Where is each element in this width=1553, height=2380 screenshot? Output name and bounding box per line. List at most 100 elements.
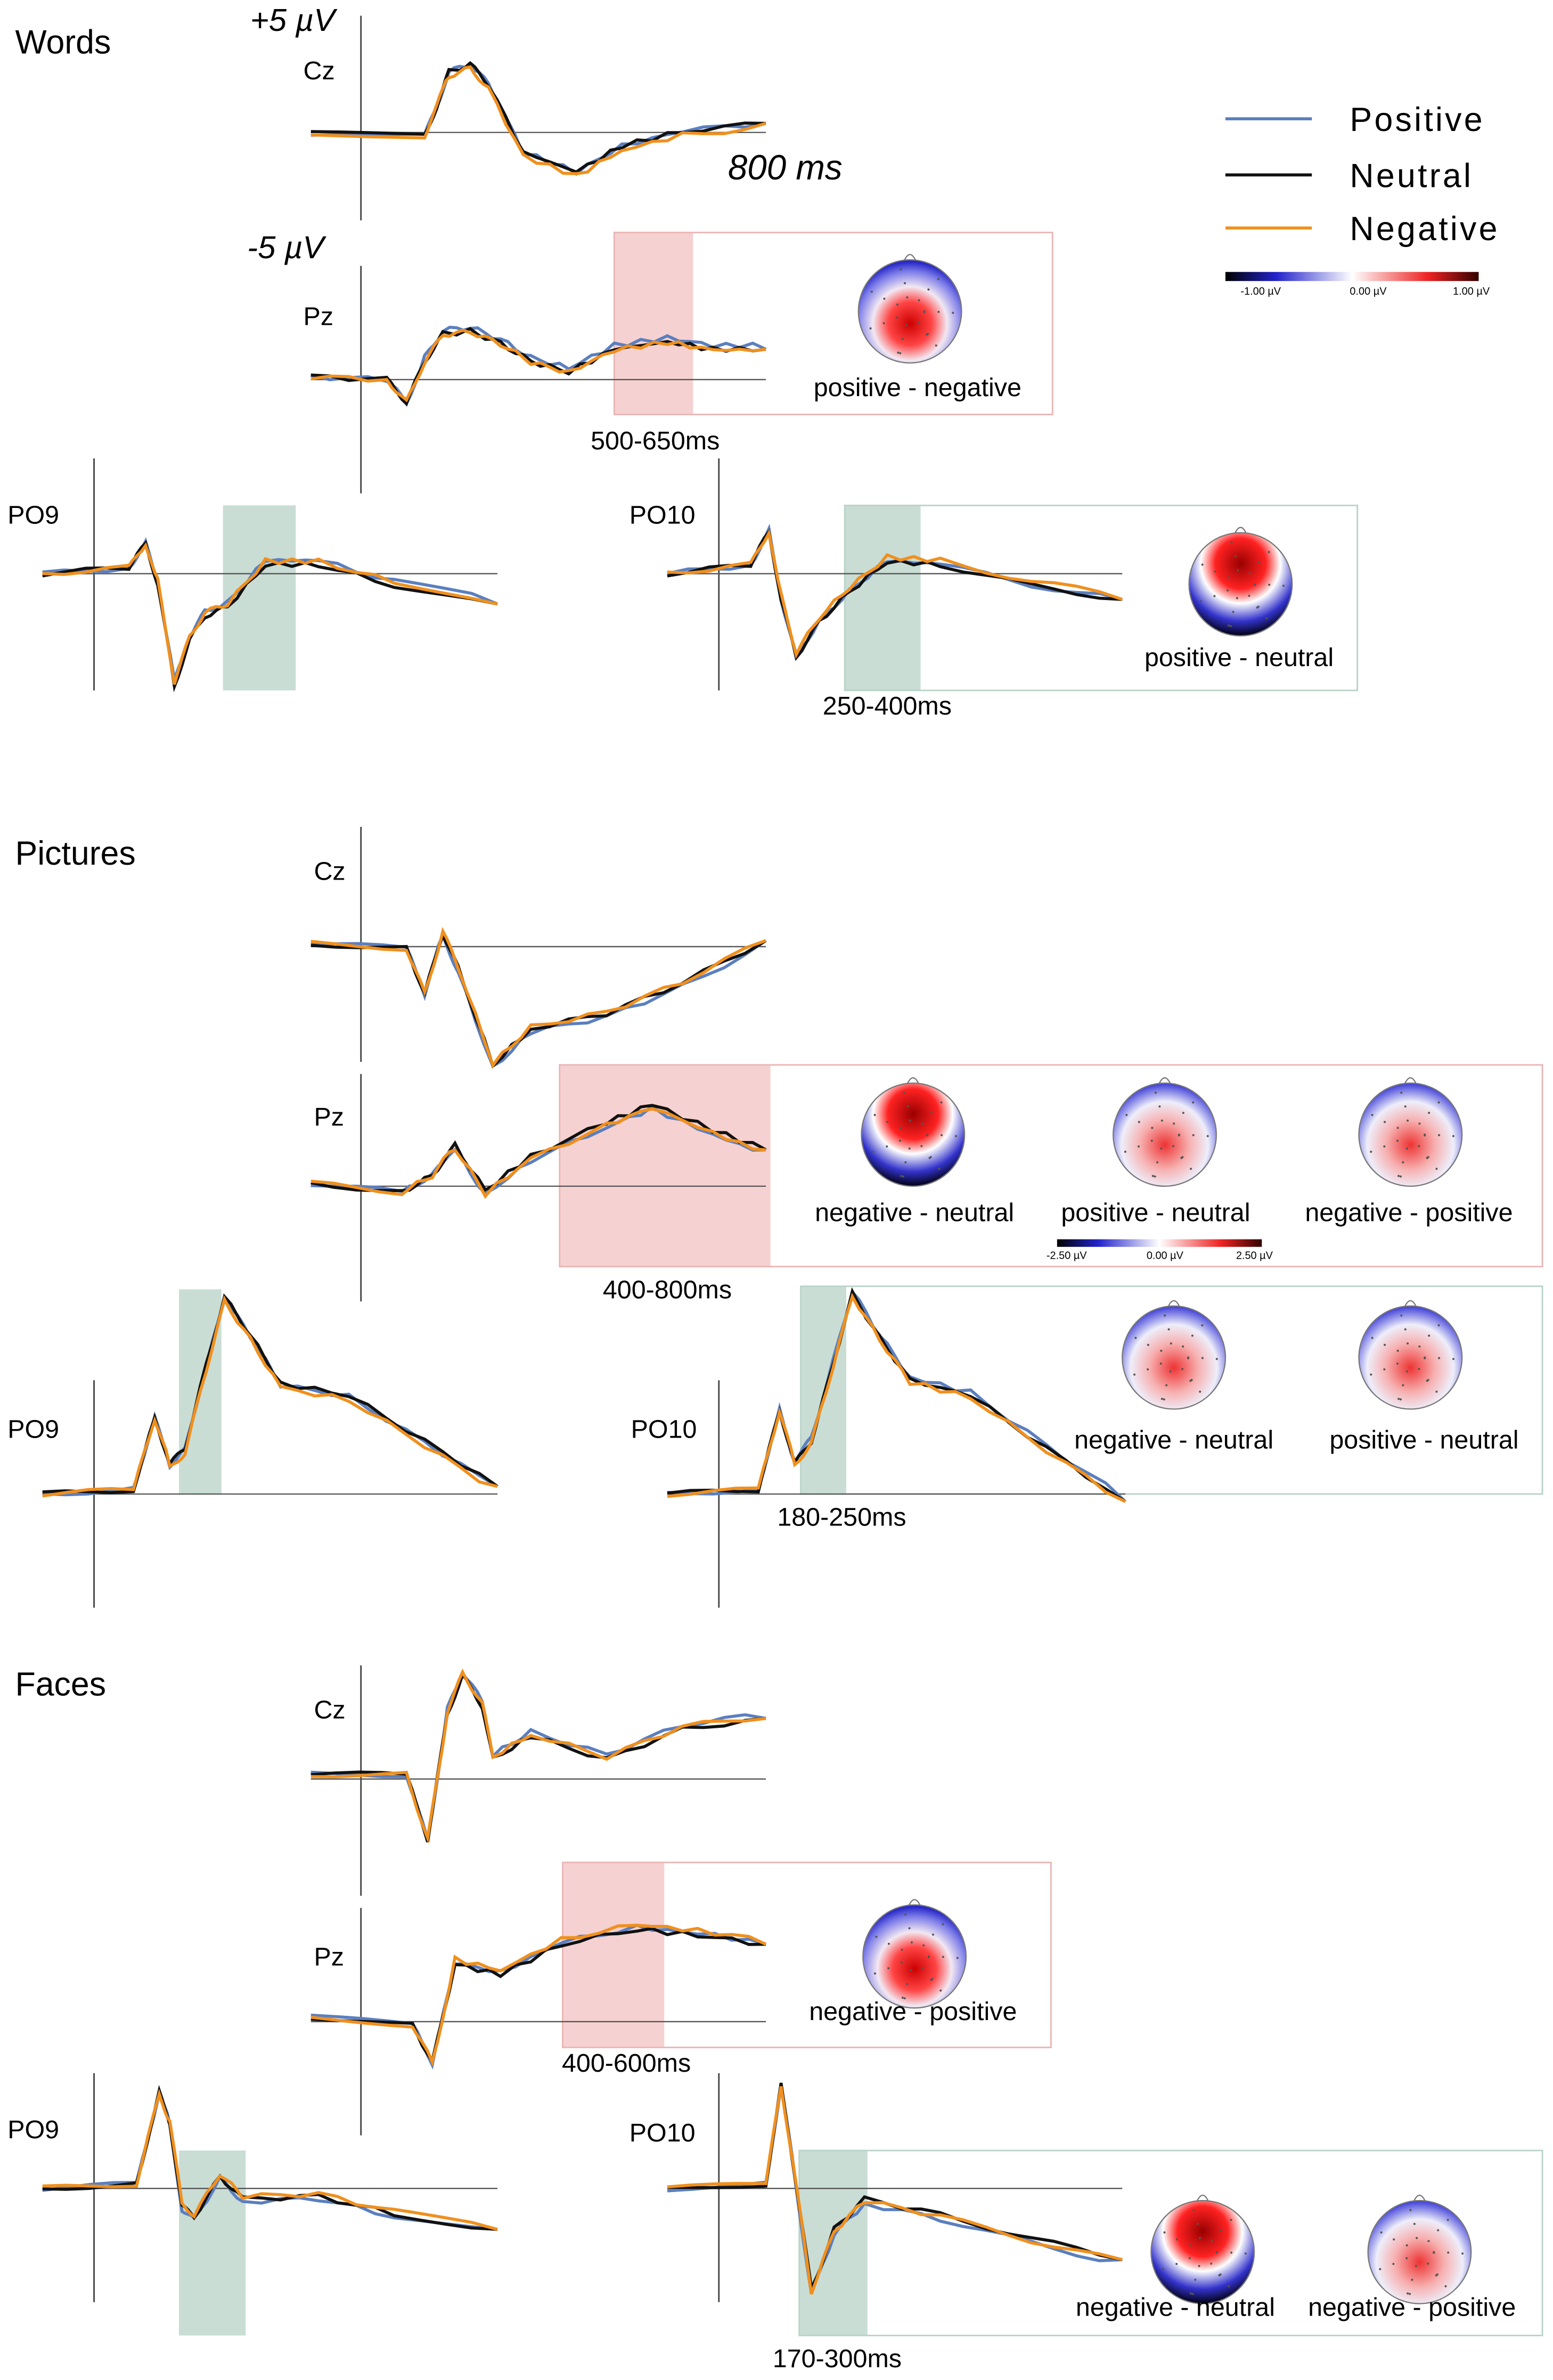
waveforms xyxy=(310,325,767,407)
electrode-dot xyxy=(1427,2240,1430,2242)
electrode-dot xyxy=(1392,2262,1395,2265)
trace xyxy=(42,2089,498,2231)
map-label: negative - positive xyxy=(1308,2293,1516,2321)
electrode-dot xyxy=(872,1151,875,1153)
electrode-dot xyxy=(930,1979,933,1981)
electrode-dot xyxy=(875,1935,878,1938)
map-label: positive - neutral xyxy=(1061,1198,1250,1227)
electrode-dot xyxy=(1133,1373,1136,1376)
electrode-dot xyxy=(908,1147,911,1150)
electrode-dot xyxy=(1162,2268,1165,2270)
electrode-dot xyxy=(1173,1122,1175,1125)
electrode-dot xyxy=(1396,1349,1399,1352)
electrode-dot xyxy=(1182,1345,1184,1348)
electrode-dot xyxy=(1167,1328,1170,1331)
electrode-dot xyxy=(1175,2238,1178,2241)
head xyxy=(857,259,962,364)
electrode-dot xyxy=(937,278,939,281)
trace xyxy=(667,1289,1126,1503)
electrode-dot xyxy=(1198,2237,1201,2239)
trace xyxy=(310,1923,766,2070)
electrode-dot xyxy=(940,1101,943,1104)
electrode-dot xyxy=(1399,1398,1402,1401)
head xyxy=(1367,2200,1472,2304)
electrode-dot xyxy=(1447,2251,1450,2254)
trace xyxy=(667,2086,1123,2295)
electrode-dot xyxy=(922,1967,925,1969)
map-label: negative - neutral xyxy=(1074,1426,1273,1455)
legend-label: Negative xyxy=(1350,210,1499,248)
waveforms xyxy=(42,537,498,693)
electrode-dot xyxy=(1169,1370,1172,1373)
trace xyxy=(667,1287,1126,1503)
electrode-dot xyxy=(1160,1398,1163,1400)
electrode-dot xyxy=(902,1175,904,1178)
window-box xyxy=(559,1064,1543,1268)
electrode-dot xyxy=(1370,1151,1372,1153)
electrode-dot xyxy=(1418,1145,1420,1147)
waveforms xyxy=(42,2084,498,2231)
electrode-dot xyxy=(1244,2252,1247,2255)
electrode-dot xyxy=(1178,1134,1180,1137)
electrode-dot xyxy=(1200,600,1203,603)
window-label: 170-300ms xyxy=(773,2344,902,2373)
electrode-dot xyxy=(1125,1114,1128,1117)
electrode-dot xyxy=(1397,1398,1400,1400)
electrode-dot xyxy=(903,1997,906,2000)
electrode-dot xyxy=(1201,1324,1204,1327)
electrode-dot xyxy=(927,288,930,291)
trace xyxy=(310,1107,766,1199)
electrode-dot xyxy=(874,1972,877,1975)
electrode-dot xyxy=(1201,1357,1204,1359)
electrode-dot xyxy=(1437,1101,1440,1104)
window xyxy=(179,2150,246,2336)
electrode-dot xyxy=(904,282,906,284)
electrode-dot xyxy=(1191,1334,1194,1337)
window-box xyxy=(562,1861,1052,2048)
electrode-dot xyxy=(1407,2292,1409,2295)
electrode-dot xyxy=(1230,541,1233,544)
electrode-dot xyxy=(1147,1368,1149,1370)
electrode-dot xyxy=(1437,1324,1440,1327)
electrode-dot xyxy=(954,1135,957,1137)
topomap xyxy=(1113,1077,1217,1187)
electrode-dot xyxy=(1175,2262,1178,2265)
map-label: positive - negative xyxy=(814,373,1021,402)
electrode-dot xyxy=(905,324,908,326)
electrode-dot xyxy=(925,333,928,336)
electrode-label: PO10 xyxy=(630,500,696,529)
map-label: negative - neutral xyxy=(815,1198,1014,1227)
electrode-dot xyxy=(1383,1368,1386,1370)
electrode-dot xyxy=(1236,597,1238,600)
electrode-dot xyxy=(910,1969,912,1972)
electrode-dot xyxy=(1405,1147,1408,1150)
electrode-label: Cz xyxy=(314,857,345,886)
electrode-dot xyxy=(1156,1161,1159,1163)
electrode-dot xyxy=(1163,2231,1166,2234)
topomap xyxy=(1358,1300,1463,1410)
electrode-dot xyxy=(887,1967,890,1969)
electrode-dot xyxy=(941,1134,943,1136)
electrode-dot xyxy=(1230,625,1232,627)
electrode-label: Pz xyxy=(304,302,334,331)
electrode-dot xyxy=(1210,2262,1213,2265)
electrode-dot xyxy=(906,1105,909,1108)
electrode-dot xyxy=(1424,1357,1426,1360)
electrode-dot xyxy=(1172,1145,1174,1147)
electrode-dot xyxy=(906,1983,909,1985)
electrode-dot xyxy=(1416,2237,1418,2239)
electrode-dot xyxy=(869,327,872,330)
window xyxy=(845,505,921,691)
waveforms xyxy=(667,1287,1126,1503)
electrode-dot xyxy=(901,1997,904,1999)
electrode-dot xyxy=(1189,2292,1192,2295)
trace xyxy=(310,326,766,407)
electrode-dot xyxy=(910,1941,913,1944)
trace xyxy=(42,1297,498,1497)
electrode-label: PO10 xyxy=(631,1415,697,1444)
waveforms xyxy=(310,1923,767,2070)
electrode-dot xyxy=(1227,576,1229,579)
electrode-dot xyxy=(1187,1357,1189,1360)
electrode-dot xyxy=(937,310,940,313)
